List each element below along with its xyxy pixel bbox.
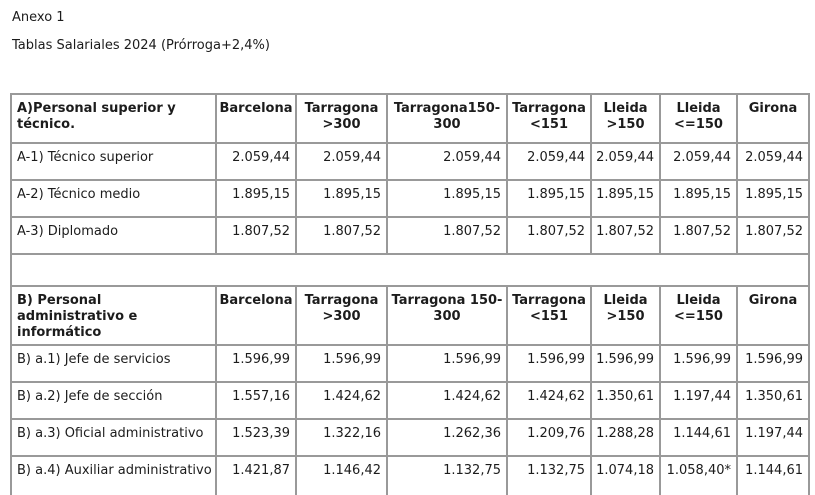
cell-value: 1.350,61: [736, 381, 810, 420]
section-b-title: B) Personal administrativo e informático: [10, 285, 217, 346]
cell-value: 1.596,99: [736, 344, 810, 383]
column-header-tarragona-150-300: Tarragona150-300: [386, 93, 508, 144]
cell-value: 1.596,99: [506, 344, 592, 383]
cell-value: 2.059,44: [386, 142, 508, 181]
cell-value: 1.424,62: [506, 381, 592, 420]
cell-value: 1.596,99: [386, 344, 508, 383]
row-label: B) a.1) Jefe de servicios: [10, 344, 217, 383]
cell-value: 1.209,76: [506, 418, 592, 457]
column-header-tarragona-gt300: Tarragona >300: [295, 93, 388, 144]
cell-value: 1.895,15: [506, 179, 592, 218]
cell-value: 1.807,52: [506, 216, 592, 255]
row-label: A-1) Técnico superior: [10, 142, 217, 181]
row-label: B) a.2) Jefe de sección: [10, 381, 217, 420]
cell-value: 1.262,36: [386, 418, 508, 457]
cell-value: 1.288,28: [590, 418, 661, 457]
table-row: B) a.2) Jefe de sección 1.557,16 1.424,6…: [10, 381, 810, 420]
cell-value: 2.059,44: [295, 142, 388, 181]
column-header-barcelona: Barcelona: [215, 93, 297, 144]
cell-value: 2.059,44: [659, 142, 738, 181]
cell-value: 1.523,39: [215, 418, 297, 457]
cell-value: 1.197,44: [659, 381, 738, 420]
cell-value: 1.895,15: [659, 179, 738, 218]
column-header-tarragona-gt300: Tarragona >300: [295, 285, 388, 346]
cell-value: 1.596,99: [659, 344, 738, 383]
cell-value: 2.059,44: [736, 142, 810, 181]
cell-value: 1.421,87: [215, 455, 297, 495]
cell-value: 1.895,15: [215, 179, 297, 218]
cell-value: 1.557,16: [215, 381, 297, 420]
column-header-tarragona-lt151: Tarragona <151: [506, 285, 592, 346]
cell-value: 1.058,40*: [659, 455, 738, 495]
cell-value: 1.895,15: [590, 179, 661, 218]
salary-table: A)Personal superior y técnico. Barcelona…: [10, 93, 810, 495]
cell-value: 1.596,99: [590, 344, 661, 383]
column-header-girona: Girona: [736, 285, 810, 346]
spacer-row: [10, 253, 810, 287]
table-row: A-2) Técnico medio 1.895,15 1.895,15 1.8…: [10, 179, 810, 218]
spacer-cell: [10, 253, 810, 287]
cell-value: 1.895,15: [386, 179, 508, 218]
column-header-lleida-lte150: Lleida <=150: [659, 285, 738, 346]
cell-value: 1.132,75: [386, 455, 508, 495]
cell-value: 1.807,52: [215, 216, 297, 255]
cell-value: 1.424,62: [386, 381, 508, 420]
cell-value: 1.895,15: [736, 179, 810, 218]
cell-value: 1.807,52: [736, 216, 810, 255]
section-a-header-row: A)Personal superior y técnico. Barcelona…: [10, 93, 810, 144]
cell-value: 1.146,42: [295, 455, 388, 495]
cell-value: 1.144,61: [736, 455, 810, 495]
section-a-title: A)Personal superior y técnico.: [10, 93, 217, 144]
column-header-lleida-lte150: Lleida <=150: [659, 93, 738, 144]
table-row: B) a.3) Oficial administrativo 1.523,39 …: [10, 418, 810, 457]
table-row: B) a.1) Jefe de servicios 1.596,99 1.596…: [10, 344, 810, 383]
cell-value: 1.596,99: [215, 344, 297, 383]
cell-value: 1.322,16: [295, 418, 388, 457]
cell-value: 1.424,62: [295, 381, 388, 420]
cell-value: 1.132,75: [506, 455, 592, 495]
row-label: B) a.4) Auxiliar administrativo: [10, 455, 217, 495]
column-header-girona: Girona: [736, 93, 810, 144]
cell-value: 1.350,61: [590, 381, 661, 420]
column-header-tarragona-lt151: Tarragona <151: [506, 93, 592, 144]
column-header-tarragona-150-300: Tarragona 150-300: [386, 285, 508, 346]
column-header-lleida-gt150: Lleida >150: [590, 93, 661, 144]
table-row: A-1) Técnico superior 2.059,44 2.059,44 …: [10, 142, 810, 181]
cell-value: 2.059,44: [506, 142, 592, 181]
cell-value: 1.807,52: [386, 216, 508, 255]
row-label: A-3) Diplomado: [10, 216, 217, 255]
cell-value: 1.197,44: [736, 418, 810, 457]
table-row: A-3) Diplomado 1.807,52 1.807,52 1.807,5…: [10, 216, 810, 255]
cell-value: 2.059,44: [215, 142, 297, 181]
cell-value: 1.807,52: [590, 216, 661, 255]
column-header-lleida-gt150: Lleida >150: [590, 285, 661, 346]
cell-value: 1.895,15: [295, 179, 388, 218]
section-b-header-row: B) Personal administrativo e informático…: [10, 285, 810, 346]
row-label: A-2) Técnico medio: [10, 179, 217, 218]
column-header-barcelona: Barcelona: [215, 285, 297, 346]
annex-title: Anexo 1: [12, 10, 65, 25]
table-row: B) a.4) Auxiliar administrativo 1.421,87…: [10, 455, 810, 495]
cell-value: 1.074,18: [590, 455, 661, 495]
row-label: B) a.3) Oficial administrativo: [10, 418, 217, 457]
cell-value: 1.144,61: [659, 418, 738, 457]
cell-value: 1.807,52: [295, 216, 388, 255]
cell-value: 1.596,99: [295, 344, 388, 383]
doc-subtitle: Tablas Salariales 2024 (Prórroga+2,4%): [12, 38, 270, 53]
cell-value: 2.059,44: [590, 142, 661, 181]
cell-value: 1.807,52: [659, 216, 738, 255]
